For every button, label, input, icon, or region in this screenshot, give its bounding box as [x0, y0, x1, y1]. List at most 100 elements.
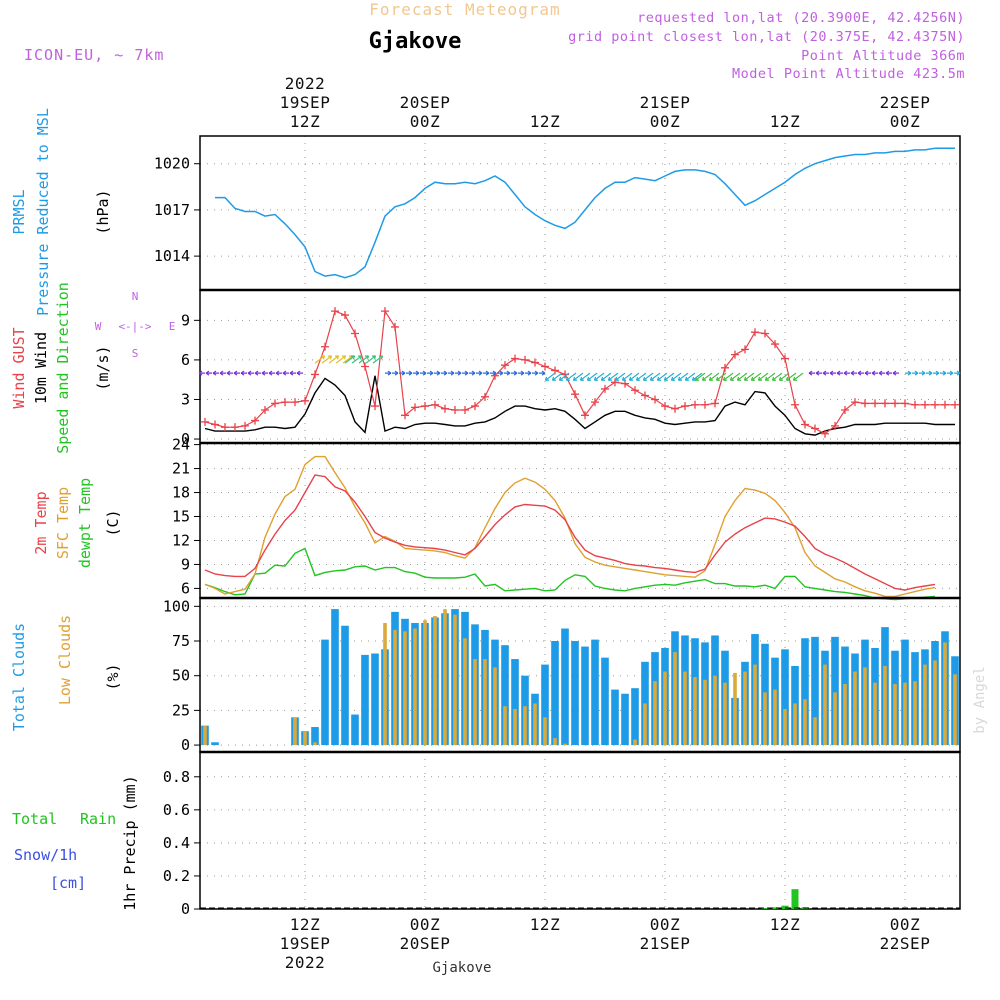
wind-gust-marker — [601, 384, 609, 393]
low-cloud-bar — [723, 682, 727, 746]
total-cloud-bar — [361, 654, 369, 746]
wind-direction-arrow — [600, 372, 612, 381]
wind-gust-marker — [621, 379, 629, 388]
low-cloud-bar — [783, 708, 787, 746]
top-time-label: 20SEP — [400, 93, 451, 112]
precip-ytick-label: 0.8 — [163, 768, 190, 786]
low-cloud-bar — [823, 664, 827, 746]
top-time-label: 21SEP — [640, 93, 691, 112]
total-cloud-bar — [501, 645, 509, 746]
total-cloud-bar — [311, 727, 319, 746]
wind-direction-arrow — [871, 370, 878, 376]
total-cloud-bar — [341, 625, 349, 746]
sfc-temp-line — [204, 455, 936, 598]
chart-title: Forecast Meteogram — [369, 0, 560, 19]
wind-gust-marker — [281, 398, 289, 407]
wind-direction-arrow — [434, 370, 441, 376]
wind-label-gust: Wind GUST — [10, 327, 28, 408]
wind-direction-arrow — [919, 370, 926, 376]
pressure-panel: 1014 1017 1020 — [154, 135, 961, 291]
low-cloud-bar — [883, 665, 887, 746]
wind-direction-arrow — [940, 370, 947, 376]
plot-layer: 1014101710200369691215182124025507510000… — [154, 74, 961, 972]
total-cloud-bar — [581, 646, 589, 746]
precip-ytick-label: 0.2 — [163, 867, 190, 885]
pressure-unit: (hPa) — [94, 189, 112, 234]
total-cloud-bar — [621, 693, 629, 746]
compass-s: S — [132, 347, 139, 360]
wind-direction-arrow — [539, 370, 546, 376]
wind-direction-arrow — [296, 370, 303, 376]
total-cloud-bar — [611, 689, 619, 746]
wind-direction-arrow — [815, 370, 822, 376]
wind-direction-arrow — [586, 372, 598, 381]
wind-direction-arrow — [621, 372, 633, 381]
bottom-time-label: 00Z — [650, 915, 680, 934]
wind-direction-arrow — [268, 370, 275, 376]
wind-gust-marker — [931, 400, 939, 409]
wind-direction-arrow — [649, 372, 661, 381]
wind-ytick-label: 6 — [181, 351, 190, 369]
clouds-ytick-label: 75 — [172, 632, 190, 650]
dewpoint-line — [204, 547, 936, 601]
wind-direction-arrow — [462, 370, 469, 376]
wind-ytick-label: 0 — [181, 430, 190, 448]
wind-gust-marker — [881, 399, 889, 408]
wind-gust-marker — [741, 345, 749, 354]
temp-label-dew: dewpt Temp — [76, 478, 94, 568]
temp-label-2m: 2m Temp — [32, 491, 50, 554]
temp-unit: (C) — [104, 509, 122, 536]
low-cloud-bar — [633, 739, 637, 746]
top-time-label: 22SEP — [880, 93, 931, 112]
cloud-label-total: Total Clouds — [10, 623, 28, 731]
wind-gust-marker — [661, 402, 669, 411]
wind-direction-arrow — [565, 372, 577, 381]
temp-2m-line — [204, 474, 936, 591]
wind-gust-marker — [401, 411, 409, 420]
bottom-time-label: 22SEP — [880, 934, 931, 953]
pressure-ytick-label: 1014 — [154, 247, 190, 265]
wind-gust-marker — [641, 391, 649, 400]
wind-gust-marker — [431, 400, 439, 409]
wind-direction-arrow — [771, 372, 783, 381]
low-cloud-bar — [733, 672, 737, 746]
wind-direction-arrow — [282, 370, 289, 376]
low-cloud-bar — [503, 706, 507, 746]
total-cloud-bar — [571, 641, 579, 746]
low-cloud-bar — [703, 679, 707, 746]
wind-direction-arrow — [240, 370, 247, 376]
precip-label-snow: Snow/1h — [14, 846, 77, 864]
low-cloud-bar — [453, 614, 457, 746]
watermark: by Angel — [972, 666, 988, 733]
wind-direction-arrow — [476, 370, 483, 376]
total-cloud-bar — [591, 639, 599, 746]
wind-gust-marker — [541, 362, 549, 371]
clouds-ytick-label: 50 — [172, 667, 190, 685]
wind-direction-arrow — [684, 372, 696, 381]
wind-gust-marker — [651, 395, 659, 404]
wind-direction-arrow — [385, 370, 392, 376]
low-cloud-bar — [713, 675, 717, 746]
wind-direction-arrow — [926, 370, 933, 376]
wind-direction-arrow — [829, 370, 836, 376]
wind-gust-marker — [801, 420, 809, 429]
info-line-3: Point Altitude 366m — [801, 48, 965, 64]
wind-gust-marker — [341, 311, 349, 320]
precip-frame — [199, 751, 961, 910]
wind-direction-arrow — [455, 370, 462, 376]
total-cloud-bar — [811, 636, 819, 746]
wind-direction-arrow — [892, 370, 899, 376]
wind-direction-arrow — [764, 372, 776, 381]
cloud-panel-labels: Total Clouds Low Clouds (%) — [10, 615, 122, 731]
wind-gust-line — [204, 309, 955, 435]
precip-ytick-label: 0.6 — [163, 801, 190, 819]
wind-direction-arrow — [205, 370, 212, 376]
total-cloud-bar — [551, 641, 559, 746]
wind-direction-arrow — [525, 370, 532, 376]
wind-direction-arrow — [912, 370, 919, 376]
wind-gust-marker — [371, 402, 379, 411]
low-cloud-bar — [543, 717, 547, 746]
wind-direction-arrow — [722, 372, 734, 381]
wind-gust-marker — [951, 400, 959, 409]
